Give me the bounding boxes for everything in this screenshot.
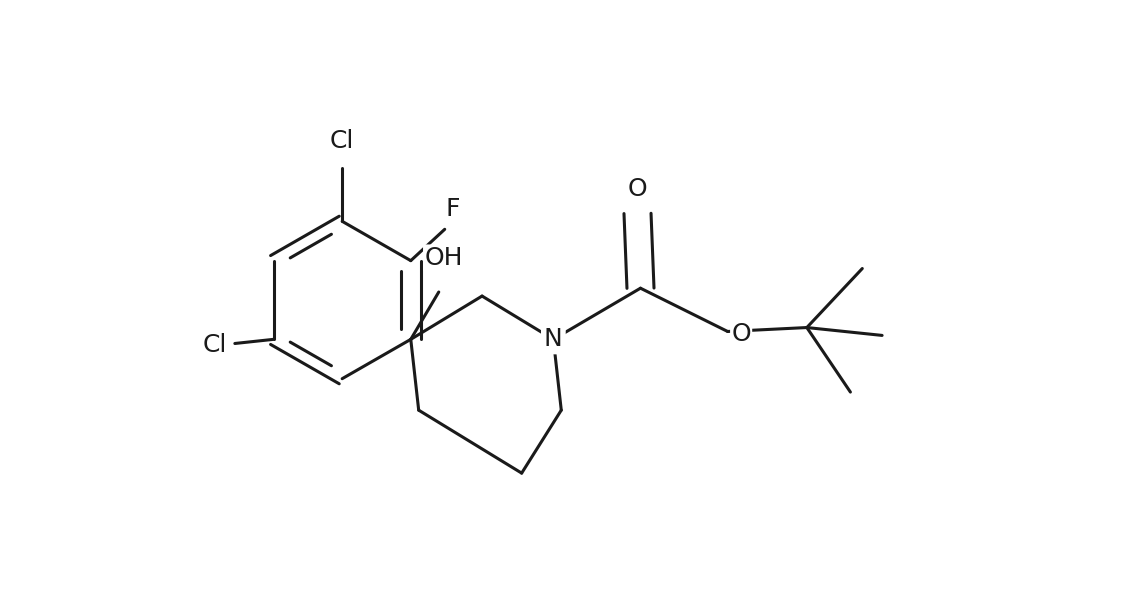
Text: O: O [731, 322, 751, 346]
Text: O: O [628, 176, 647, 200]
Text: Cl: Cl [202, 333, 227, 357]
Text: F: F [445, 197, 460, 221]
Text: OH: OH [424, 245, 463, 269]
Text: Cl: Cl [330, 130, 354, 154]
Text: N: N [544, 328, 563, 352]
